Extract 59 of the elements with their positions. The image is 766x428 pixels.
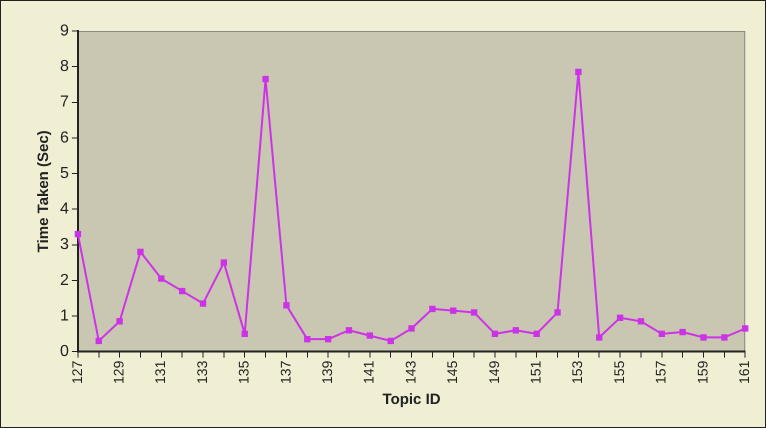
- x-tick-label: 153: [569, 360, 586, 384]
- x-tick-label: 159: [694, 360, 710, 384]
- y-tick-label: 4: [60, 200, 69, 218]
- point: [137, 248, 144, 256]
- x-tick-label: 143: [402, 360, 418, 384]
- point: [742, 325, 748, 332]
- point: [575, 68, 582, 76]
- point: [283, 302, 290, 309]
- point: [638, 318, 644, 325]
- point: [658, 330, 665, 338]
- y-axis-title: Time Taken (Sec): [35, 130, 52, 252]
- x-tick-label: 131: [152, 360, 168, 384]
- point: [388, 338, 394, 344]
- y-tick-label: 0: [60, 343, 69, 360]
- point: [596, 334, 602, 341]
- point: [679, 328, 686, 336]
- y-tick-label: 3: [60, 236, 69, 254]
- y-tick-label: 6: [60, 129, 69, 146]
- point: [366, 332, 374, 339]
- point: [324, 336, 332, 342]
- point: [262, 76, 269, 82]
- point: [96, 338, 102, 344]
- x-tick-label: 129: [110, 360, 126, 384]
- y-tick-label: 5: [60, 164, 69, 182]
- x-tick-label: 127: [68, 360, 85, 384]
- point: [512, 327, 519, 334]
- point: [616, 314, 624, 321]
- y-tick-label: 2: [60, 272, 69, 289]
- x-tick-label: 149: [486, 360, 502, 384]
- point: [450, 307, 456, 314]
- point: [346, 327, 352, 334]
- x-tick-label: 155: [610, 360, 627, 384]
- point: [533, 330, 540, 338]
- point: [220, 259, 228, 266]
- point: [242, 330, 248, 338]
- point: [74, 230, 82, 238]
- x-tick-label: 151: [528, 360, 544, 384]
- x-tick-label: 137: [277, 360, 294, 384]
- point: [470, 309, 478, 316]
- y-tick-label: 1: [60, 307, 69, 324]
- x-tick-label: 135: [236, 360, 252, 384]
- point: [304, 336, 310, 342]
- point: [700, 334, 707, 341]
- x-tick-label: 133: [194, 360, 210, 384]
- x-tick-label: 139: [318, 360, 335, 384]
- y-tick-label: 9: [60, 22, 69, 40]
- point: [158, 275, 164, 282]
- x-tick-label: 157: [652, 360, 669, 384]
- point: [721, 334, 728, 341]
- point: [178, 288, 186, 294]
- y-tick-label: 7: [60, 94, 69, 111]
- x-axis-title: Topic ID: [382, 391, 441, 408]
- point: [492, 330, 498, 338]
- x-tick-label: 141: [360, 360, 377, 384]
- y-tick-label: 8: [60, 58, 69, 76]
- x-tick-label: 145: [444, 360, 460, 384]
- point: [429, 306, 436, 312]
- point: [116, 318, 123, 325]
- x-tick-label: 161: [736, 360, 752, 384]
